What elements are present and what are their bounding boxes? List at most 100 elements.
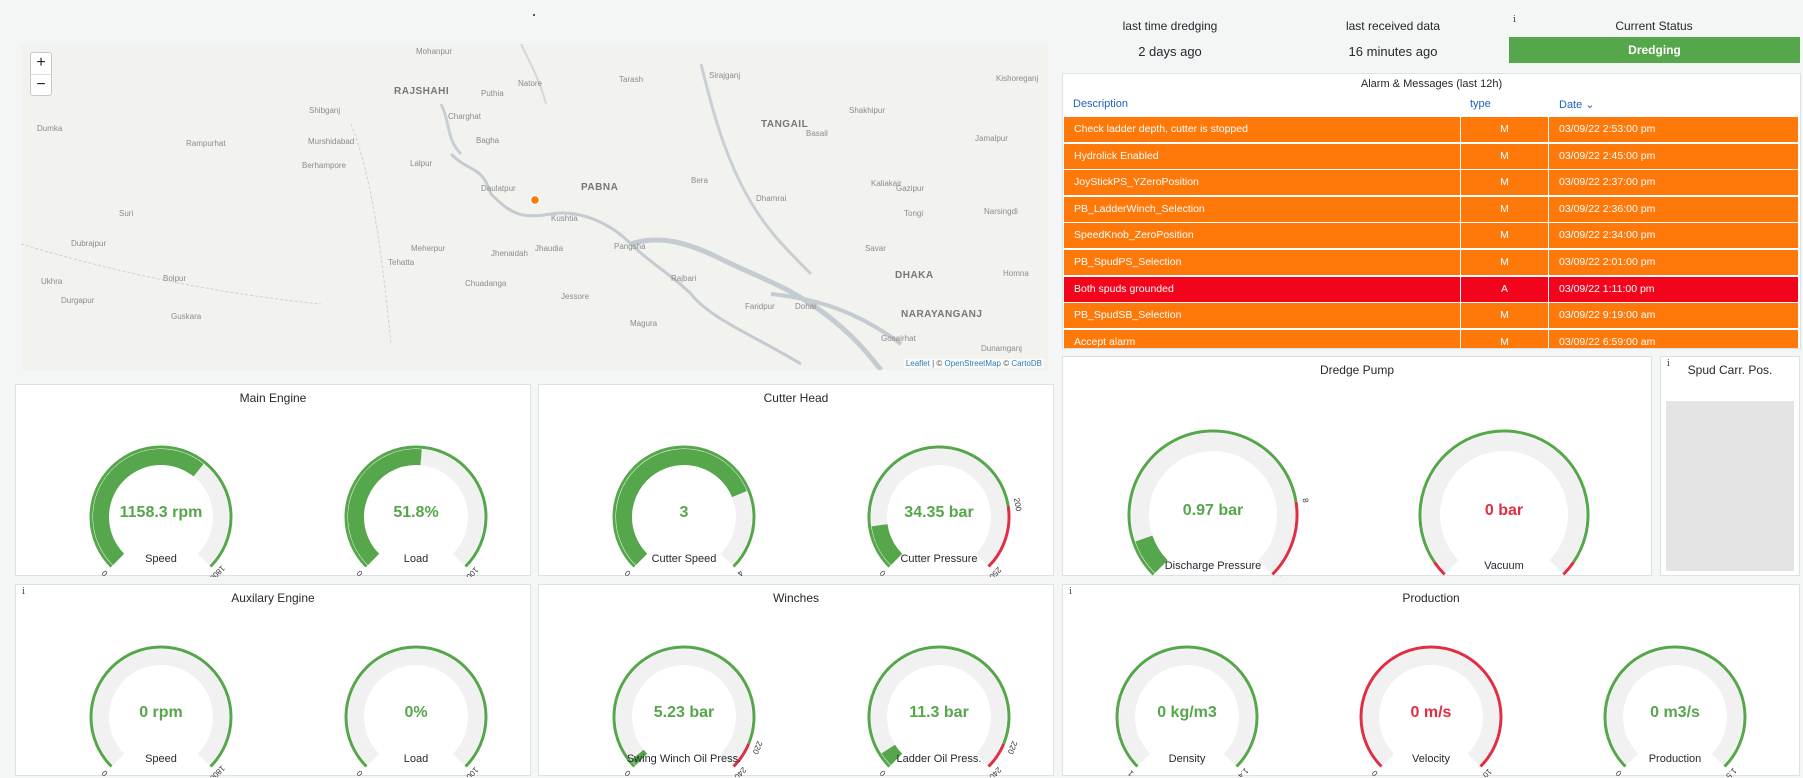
map-place-label: PABNA [581, 182, 619, 193]
alarm-date: 03/09/22 2:53:00 pm [1559, 123, 1656, 135]
leaflet-link[interactable]: Leaflet [905, 359, 930, 368]
gauge-tick-label: 0 [1142, 576, 1152, 577]
gauge-label: Cutter Pressure [900, 553, 978, 565]
map[interactable]: Mohanpur RAJSHAHI Puthia Natore Tarash Sirajg… [21, 44, 1048, 370]
map-place-label: Lalpur [410, 159, 433, 168]
alarm-type: M [1461, 117, 1549, 142]
gauge-value: 11.3 bar [909, 704, 969, 721]
info-icon[interactable]: i [1667, 359, 1670, 369]
alarm-date: 03/09/22 2:01:00 pm [1559, 256, 1656, 268]
alarm-type: M [1461, 143, 1549, 169]
col-type[interactable]: type [1470, 98, 1491, 110]
gauge-threshold-red [1562, 561, 1575, 576]
gauge-threshold [89, 645, 233, 768]
main-engine-panel: Main Engine 0 1800 1158.3 rpm Speed 0 100 51.… [15, 384, 531, 577]
gauge-tick-label: 100 [464, 565, 480, 577]
gauge-label: Production [1648, 753, 1702, 765]
zoom-control: + − [30, 52, 52, 96]
zoom-out-button[interactable]: − [31, 74, 51, 95]
map-place-label: Dhamrai [756, 194, 787, 203]
alarm-type: M [1461, 170, 1549, 196]
gauge-tick-label: 1.5 [1724, 766, 1739, 777]
cutter-head-panel: Cutter Head 0 4 3 Cutter Speed 0 250 200 34.35… [538, 384, 1054, 577]
map-place-label: Homna [1003, 269, 1029, 278]
status-info-icon[interactable]: i [1513, 15, 1516, 25]
map-place-label: Dunamganj [981, 344, 1022, 353]
gauge-threshold-green [867, 445, 1010, 568]
gauge-value: 34.35 bar [904, 504, 974, 521]
map-place-label: Dohar [795, 302, 817, 311]
cutter-speed-gauge: 0 4 3 Cutter Speed [584, 415, 784, 577]
map-place-label: Pangsha [614, 242, 646, 251]
map-place-label: Mohanpur [416, 47, 453, 56]
alarm-type: M [1461, 196, 1549, 222]
alarm-row[interactable]: PB_SpudPS_Selection M 03/09/22 2:01:00 pm [1064, 250, 1798, 275]
map-place-label: Magura [630, 319, 658, 328]
gauge-track [93, 649, 229, 766]
gauge-threshold [1115, 645, 1259, 768]
velocity-gauge: 0 10 0 m/s Velocity [1331, 615, 1531, 777]
alarm-table-title: Alarm & Messages (last 12h) [1360, 78, 1503, 90]
gauge-threshold-red [987, 505, 1011, 568]
alarm-date: 03/09/22 9:19:00 am [1559, 309, 1656, 322]
alarm-date: 03/09/22 2:37:00 pm [1559, 176, 1656, 189]
map-place-label: Gosairhat [881, 334, 916, 343]
col-date[interactable]: Date ⌄ [1559, 99, 1595, 111]
gauge-tick-label: 200 [1012, 497, 1023, 512]
map-place-label: Puthia [481, 89, 504, 98]
gauge-value-band [871, 523, 903, 566]
gauge-track [871, 649, 1007, 766]
alarm-row[interactable]: Both spuds grounded A 03/09/22 1:11:00 pm [1064, 276, 1798, 302]
alarm-row[interactable]: Hydrolick Enabled M 03/09/22 2:45:00 pm [1064, 143, 1798, 169]
map-place-label: Charghat [448, 112, 481, 121]
production-panel: i Production 1 1.4 0 kg/m3 Density 0 10 0 m/s… [1062, 584, 1800, 777]
map-place-label: Berhampore [302, 161, 347, 170]
info-icon[interactable]: i [1069, 587, 1072, 597]
gauge-value-band [1135, 535, 1169, 573]
panel-title: Cutter Head [763, 391, 829, 405]
gauge-tick-label: 0 [355, 568, 365, 577]
col-description[interactable]: Description [1073, 98, 1129, 110]
alarm-row[interactable]: PB_SpudSB_Selection M 03/09/22 9:19:00 am [1064, 303, 1798, 329]
map-place-label: Narsingdi [984, 207, 1018, 216]
alarm-row[interactable]: Check ladder depth, cutter is stopped M 03… [1064, 117, 1798, 142]
attribution-sep: | © [929, 359, 945, 368]
dredger-marker[interactable] [529, 194, 541, 206]
alarm-table: Alarm & Messages (last 12h) Description … [1062, 73, 1801, 349]
last-dredging-label: last time dredging [1122, 19, 1218, 33]
alarm-date: 03/09/22 1:11:00 pm [1559, 282, 1655, 295]
gauge-tick-label: 250 [987, 565, 1003, 577]
gauge-label: Discharge Pressure [1164, 560, 1262, 572]
gauge-tick-label: 0 [355, 768, 365, 777]
alarm-date: 03/09/22 2:36:00 pm [1559, 202, 1656, 215]
gauge-value: 5.23 bar [653, 704, 715, 721]
last-received-label: last received data [1345, 19, 1441, 33]
panel-title: Winches [772, 591, 819, 605]
map-place-label: Savar [865, 244, 886, 253]
gauge-label: Velocity [1412, 753, 1450, 765]
panel-title: Dredge Pump [1319, 363, 1395, 377]
map-place-label: Jamalpur [975, 134, 1008, 143]
gauge-threshold-red [987, 743, 1006, 768]
gauge-value: 0 m3/s [1650, 704, 1700, 721]
map-place-label: Tongi [904, 209, 924, 218]
last-dredging-value: 2 days ago [1138, 44, 1202, 59]
vacuum-gauge: 0 -1 0 bar Vacuum [1389, 387, 1619, 577]
gauge-threshold-green [1418, 429, 1590, 564]
alarm-row[interactable]: Accept alarm M 03/09/22 6:59:00 am [1064, 329, 1798, 348]
info-icon[interactable]: i [22, 587, 25, 597]
spud-position-bar [1666, 401, 1794, 571]
alarm-row[interactable]: SpeedKnob_ZeroPosition M 03/09/22 2:34:00 … [1064, 223, 1798, 249]
zoom-in-button[interactable]: + [36, 54, 46, 71]
last-received-value: 16 minutes ago [1348, 44, 1438, 59]
map-place-label: Durgapur [61, 296, 95, 305]
gauge-label: Swing Winch Oil Press. [626, 753, 742, 765]
gauge-threshold [1359, 645, 1503, 768]
alarm-description: SpeedKnob_ZeroPosition [1064, 223, 1461, 249]
carto-link[interactable]: CartoDB [1011, 359, 1042, 368]
map-place-label: Jhenaidah [491, 249, 528, 258]
alarm-row[interactable]: JoyStickPS_YZeroPosition M 03/09/22 2:37:0… [1064, 170, 1798, 196]
osm-link[interactable]: OpenStreetMap [944, 359, 1001, 368]
panel-title: Main Engine [239, 391, 307, 405]
alarm-row[interactable]: PB_LadderWinch_Selection M 03/09/22 2:36:0… [1064, 196, 1798, 222]
